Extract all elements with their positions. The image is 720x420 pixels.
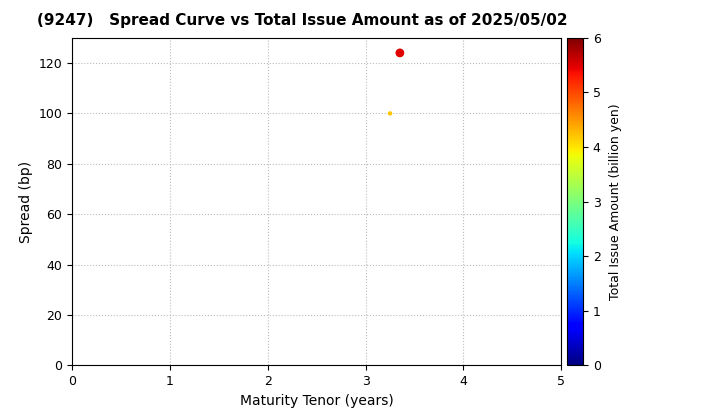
X-axis label: Maturity Tenor (years): Maturity Tenor (years) (240, 394, 394, 408)
Y-axis label: Total Issue Amount (billion yen): Total Issue Amount (billion yen) (609, 103, 622, 300)
Point (394, 50, 405, 56)
Y-axis label: Spread (bp): Spread (bp) (19, 160, 33, 243)
Point (384, 110, 396, 117)
Text: (9247)   Spread Curve vs Total Issue Amount as of 2025/05/02: (9247) Spread Curve vs Total Issue Amoun… (37, 13, 567, 28)
